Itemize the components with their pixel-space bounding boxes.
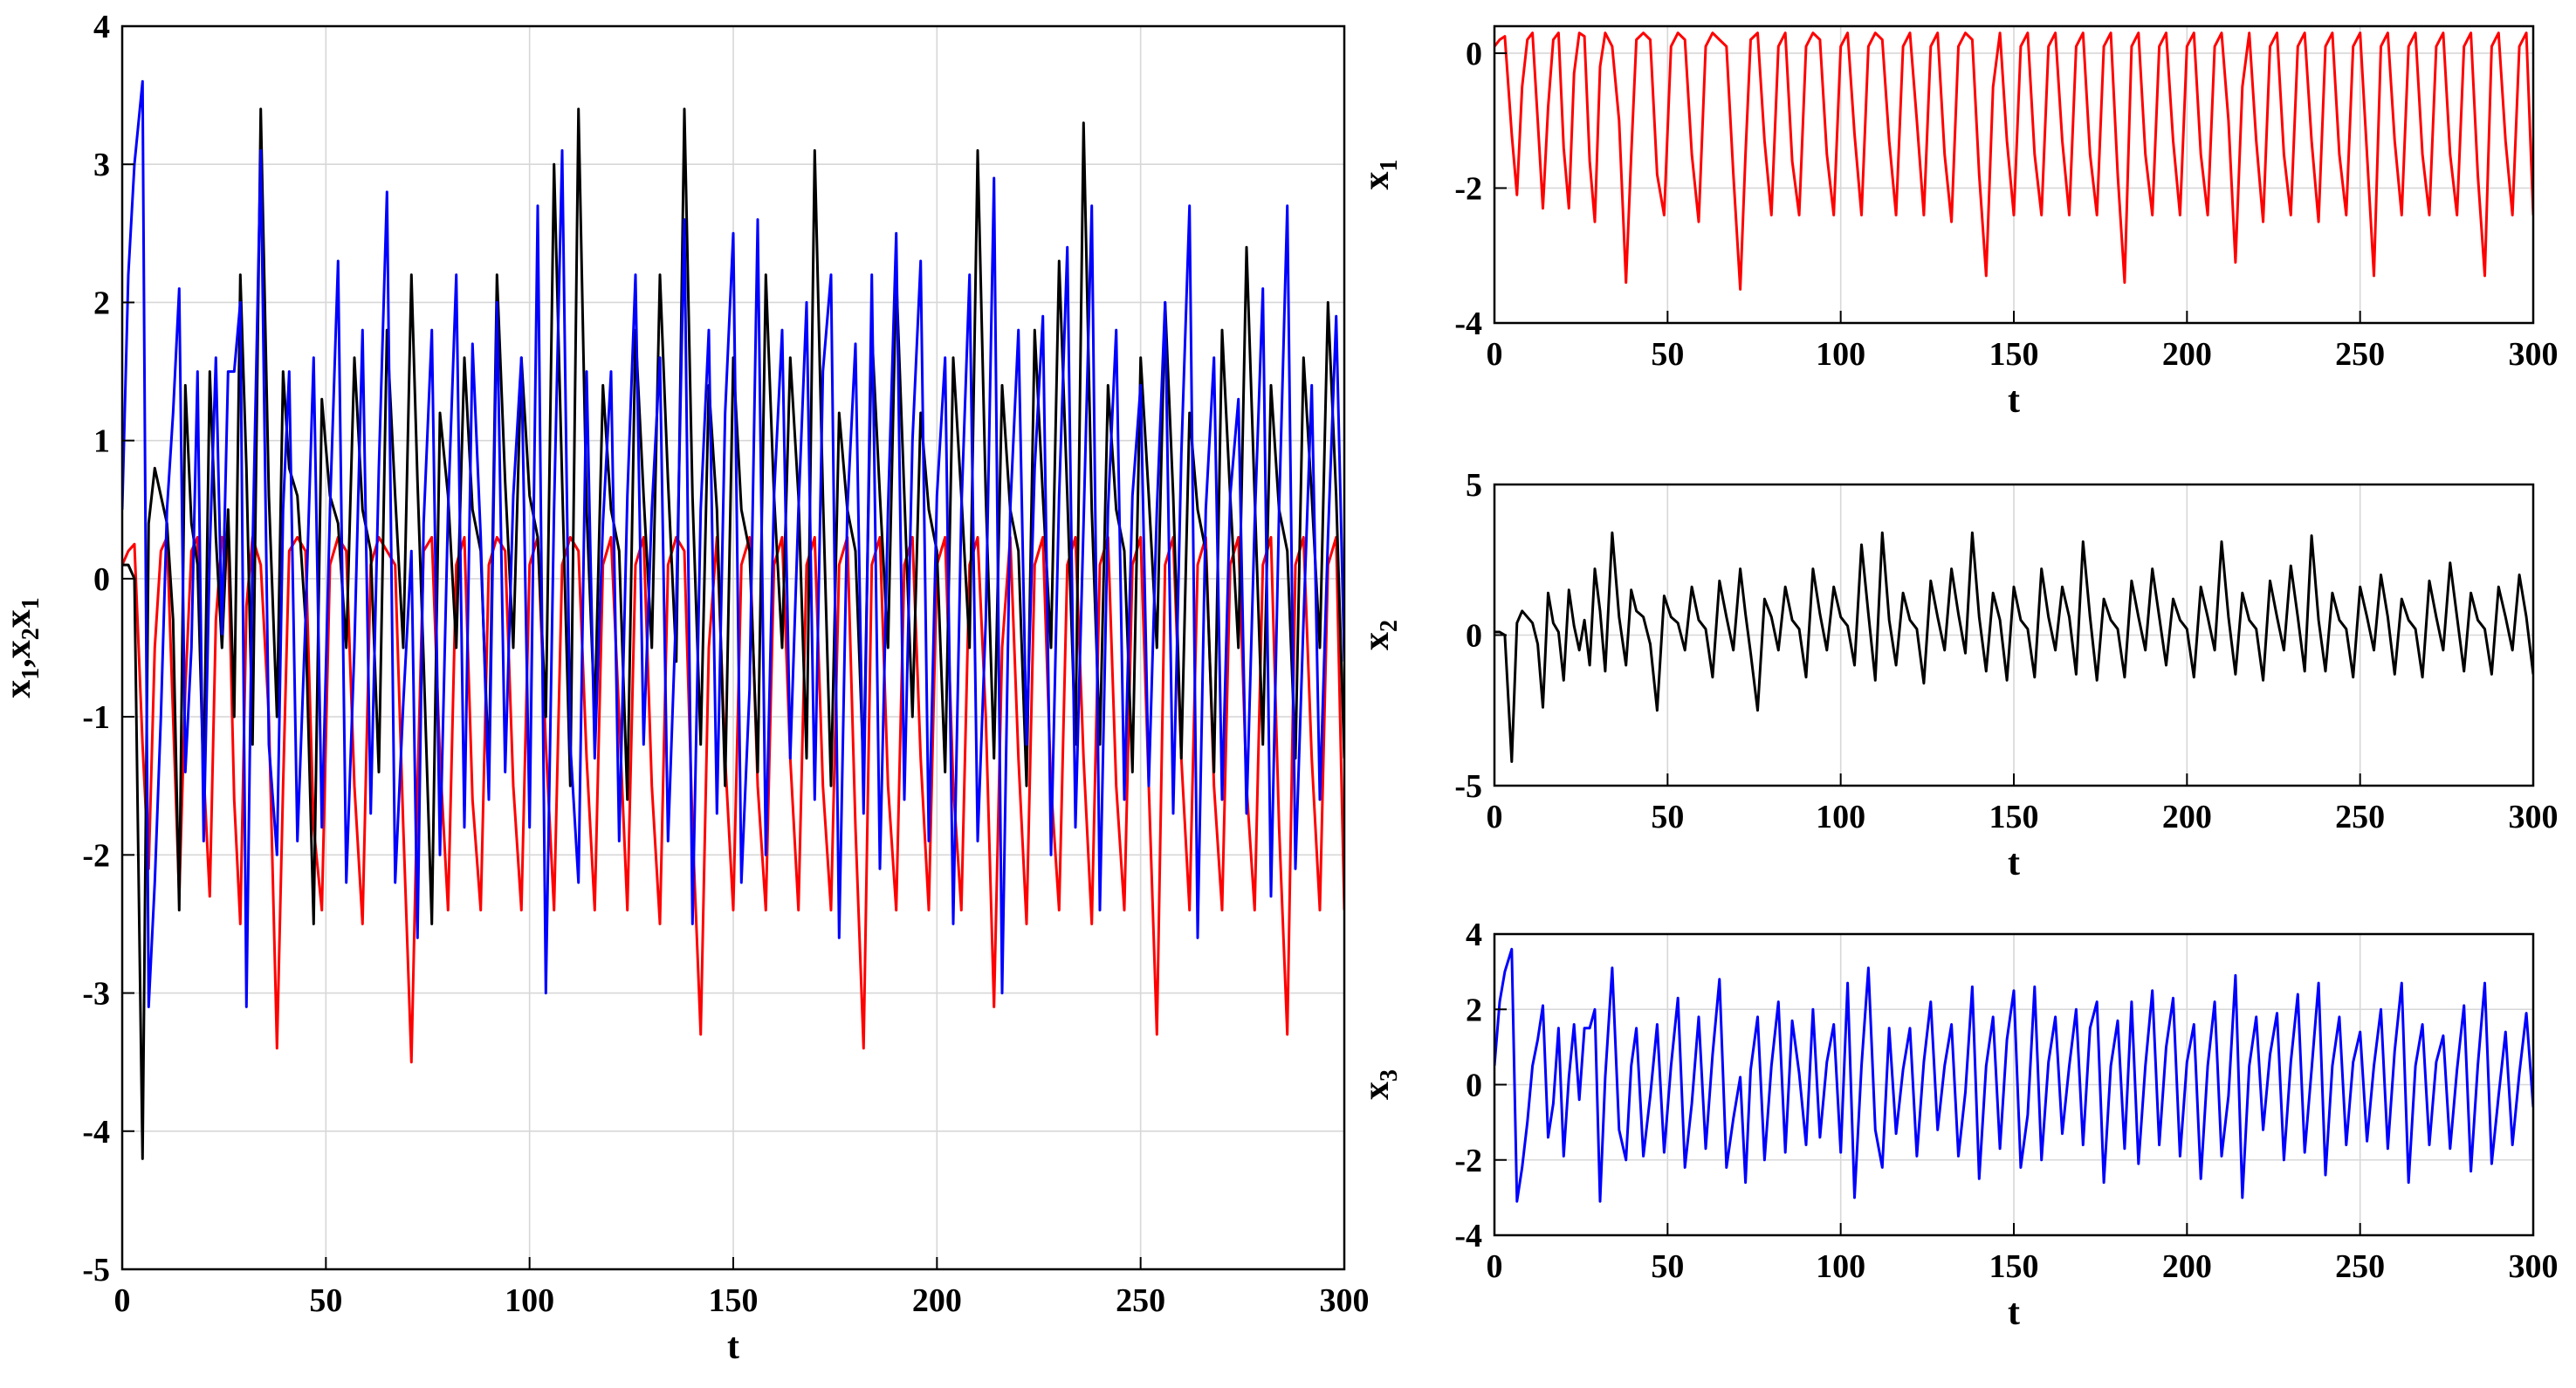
- x-tick-label: 150: [709, 1282, 759, 1319]
- panel-x3: 0 50 100 150 200 250 300 -4 -2 0 2 4 t x3: [1357, 917, 2559, 1333]
- y-tick-label: -2: [1454, 170, 1482, 207]
- x-tick-label: 0: [1487, 1248, 1503, 1285]
- x-tick-label: 250: [2335, 336, 2385, 373]
- x-tick-label: 150: [1989, 336, 2039, 373]
- y-tick-label: -1: [82, 699, 110, 736]
- y-tick-label: -4: [1454, 306, 1482, 342]
- x-tick-label: 50: [1651, 1248, 1684, 1285]
- series-line-x3: [1494, 947, 2533, 1203]
- y-tick-label: 5: [1466, 467, 1482, 504]
- x-tick-label: 300: [2509, 1248, 2559, 1285]
- y-axis-label: x1: [1357, 160, 1403, 190]
- x-tick-label: 50: [1651, 799, 1684, 835]
- x-tick-label: 100: [1816, 799, 1865, 835]
- x-axis-label: t: [2008, 843, 2020, 883]
- x-tick-label: 0: [1487, 336, 1503, 373]
- x-tick-label: 200: [2162, 1248, 2212, 1285]
- x-tick-label: 100: [1816, 1248, 1865, 1285]
- y-tick-label: 0: [1466, 1068, 1482, 1104]
- y-axis-label: x1,x2x1: [0, 597, 45, 698]
- x-tick-label: 50: [309, 1282, 342, 1319]
- y-tick-label: -4: [82, 1114, 110, 1151]
- x-tick-label: 200: [912, 1282, 962, 1319]
- x-tick-label: 150: [1989, 799, 2039, 835]
- x-tick-label: 250: [2335, 1248, 2385, 1285]
- x-tick-label: 300: [1320, 1282, 1370, 1319]
- x-tick-label: 200: [2162, 799, 2212, 835]
- x-tick-label: 250: [2335, 799, 2385, 835]
- y-tick-label: 4: [1466, 917, 1482, 953]
- x-tick-label: 150: [1989, 1248, 2039, 1285]
- series-line-x2: [1494, 531, 2533, 763]
- y-tick-label: -2: [1454, 1143, 1482, 1179]
- y-tick-label: -3: [82, 976, 110, 1013]
- x-axis-label: t: [727, 1327, 739, 1367]
- x-tick-label: 300: [2509, 336, 2559, 373]
- y-tick-label: -5: [82, 1252, 110, 1288]
- x-tick-label: 200: [2162, 336, 2212, 373]
- x-axis-label: t: [2008, 381, 2020, 421]
- y-tick-label: 2: [93, 285, 110, 321]
- series-line-x3: [122, 79, 1344, 1008]
- y-tick-label: 0: [1466, 36, 1482, 72]
- x-tick-label: 300: [2509, 799, 2559, 835]
- y-tick-label: 0: [93, 561, 110, 598]
- panel-x1: 0 50 100 150 200 250 300 -4 -2 0 t x1: [1357, 24, 2559, 421]
- y-tick-label: -5: [1454, 768, 1482, 805]
- x-axis-label: t: [2008, 1293, 2020, 1333]
- y-tick-label: 0: [1466, 618, 1482, 655]
- x-tick-label: 0: [1487, 799, 1503, 835]
- y-tick-label: 2: [1466, 992, 1482, 1028]
- x-tick-label: 50: [1651, 336, 1684, 373]
- y-tick-label: 4: [93, 9, 110, 45]
- y-tick-label: -2: [82, 837, 110, 874]
- series-line-x1: [122, 535, 1344, 1064]
- y-axis-label: x3: [1357, 1069, 1403, 1100]
- y-tick-label: -4: [1454, 1218, 1482, 1254]
- x-tick-label: 0: [114, 1282, 131, 1319]
- panel-main: 0 50 100 150 200 250 300 -5 -4 -3 -2 -1 0 1 2 3 4 t x1,x2x…: [0, 9, 1370, 1367]
- y-axis-label: x2: [1357, 620, 1403, 650]
- x-tick-label: 250: [1116, 1282, 1165, 1319]
- y-tick-label: 1: [93, 423, 110, 460]
- x-tick-label: 100: [505, 1282, 554, 1319]
- series-line-x1: [1494, 31, 2533, 291]
- x-tick-label: 100: [1816, 336, 1865, 373]
- y-tick-label: 3: [93, 147, 110, 183]
